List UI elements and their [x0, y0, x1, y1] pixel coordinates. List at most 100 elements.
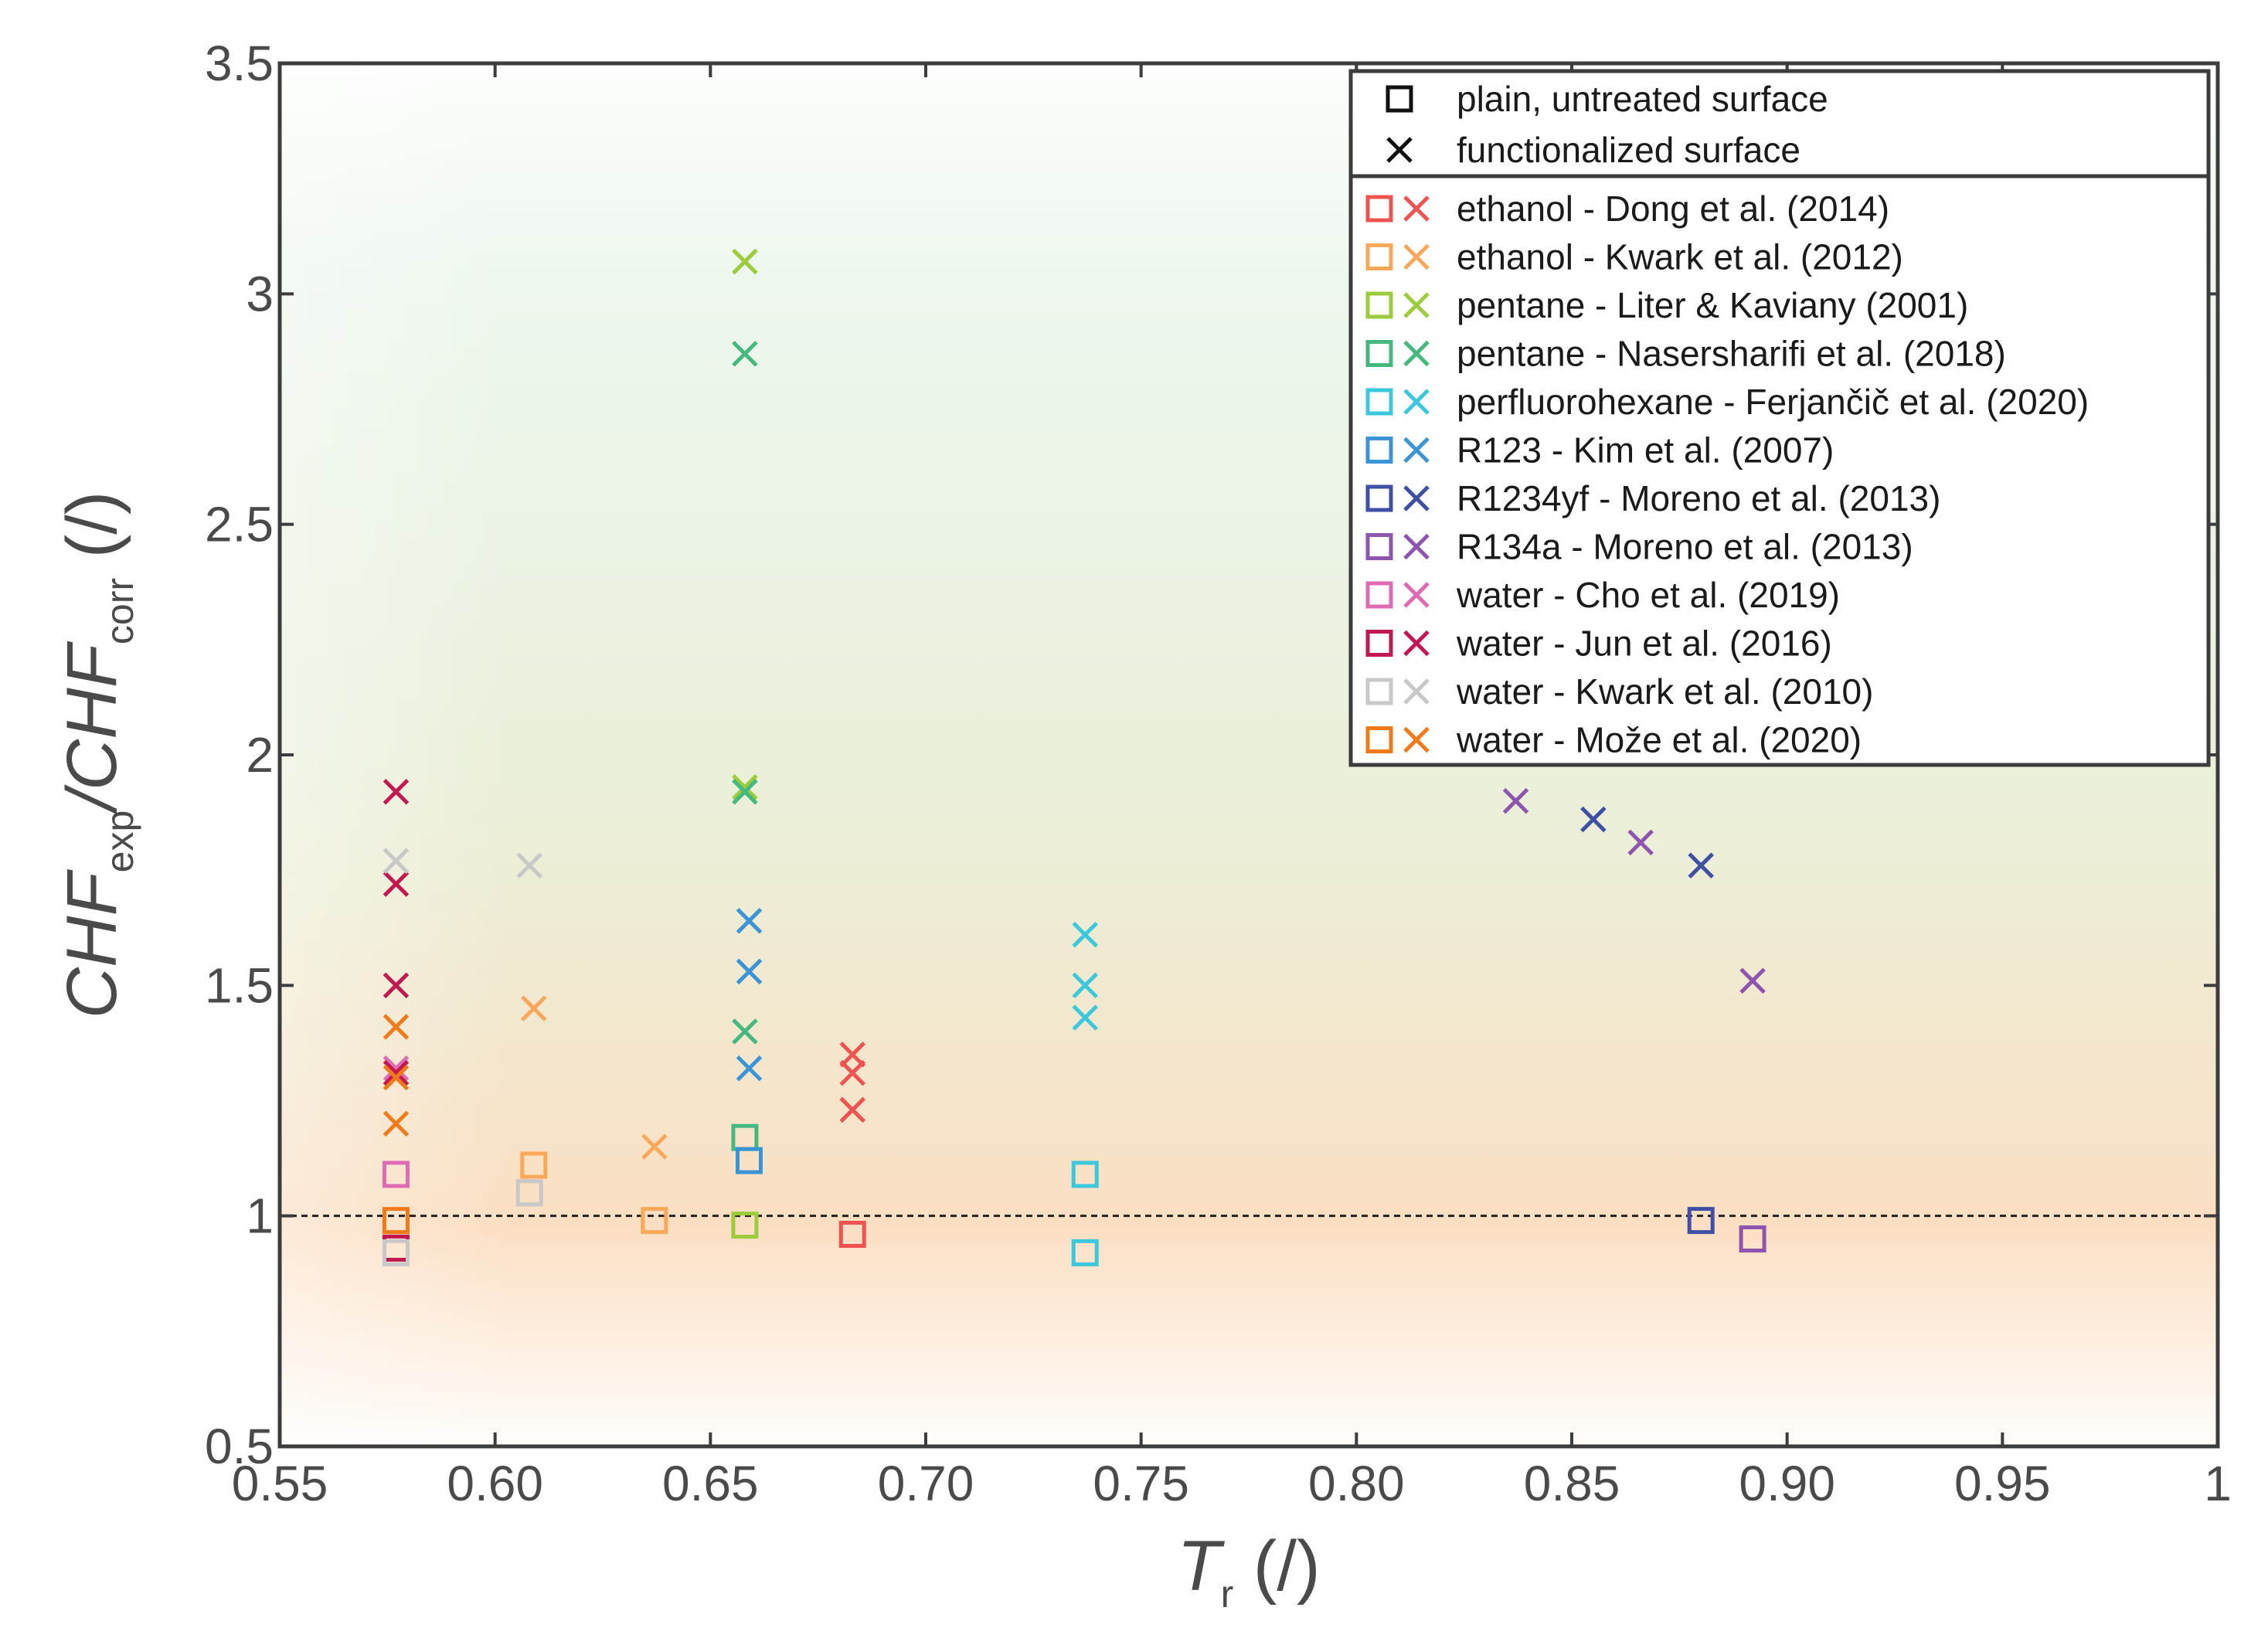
x-tick-label: 0.85	[1524, 1456, 1620, 1511]
legend-series-label: water - Cho et al. (2019)	[1456, 575, 1840, 615]
legend-series-label: ethanol - Dong et al. (2014)	[1457, 189, 1889, 229]
x-tick-label: 0.65	[662, 1456, 759, 1511]
x-tick-label: 0.75	[1093, 1456, 1189, 1511]
legend-series-list: ethanol - Dong et al. (2014) ethanol - Kw…	[1365, 189, 2089, 760]
functionalized-surface-point	[736, 908, 763, 934]
x-tick-label: 0.60	[447, 1456, 543, 1511]
plain-surface-point	[641, 1207, 668, 1235]
x-tick-label: 0.80	[1308, 1456, 1405, 1511]
legend-series-square-icon	[1365, 630, 1393, 657]
functionalized-surface-point	[732, 773, 758, 800]
legend-series-square-icon	[1365, 437, 1393, 464]
functionalized-surface-point	[383, 848, 410, 875]
y-tick-label: 0.5	[205, 1419, 274, 1474]
plain-surface-point	[731, 1212, 759, 1239]
legend: plain, untreated surface functionalized s…	[1348, 69, 2211, 767]
legend-series-x-icon	[1403, 582, 1430, 608]
legend-series-x-icon	[1403, 485, 1430, 511]
legend-series-x-icon	[1403, 292, 1430, 318]
functionalized-surface-point	[516, 852, 543, 878]
y-axis-ticks: 0.5 1 1.5 2 2.5 3 3.5	[205, 36, 2218, 1474]
x-tick-label: 0.95	[1954, 1456, 2051, 1511]
legend-series-label: water - Kwark et al. (2010)	[1456, 671, 1873, 712]
functionalized-surface-point	[732, 1018, 758, 1045]
functionalized-surface-point	[1072, 921, 1098, 948]
legend-series-label: ethanol - Kwark et al. (2012)	[1457, 237, 1903, 277]
legend-series-square-icon	[1365, 581, 1393, 609]
legend-series-square-icon	[1365, 340, 1393, 367]
functionalized-surface-point	[383, 778, 410, 805]
legend-series-label: pentane - Liter & Kaviany (2001)	[1457, 285, 1968, 325]
functionalized-surface-point	[521, 995, 547, 1021]
functionalized-surface-point	[732, 248, 758, 275]
functionalized-surface-point	[383, 1014, 410, 1040]
functionalized-surface-point	[641, 1133, 668, 1160]
functionalized-surface-point	[1072, 972, 1098, 999]
plot-frame	[277, 61, 2220, 1449]
legend-series-square-icon	[1365, 533, 1393, 560]
y-tick-label: 1.5	[205, 957, 274, 1013]
y-tick-label: 3.5	[205, 36, 274, 91]
functionalized-surface-point	[839, 1059, 866, 1086]
legend-series-x-icon	[1403, 340, 1430, 367]
functionalized-surface-point	[736, 958, 763, 985]
functionalized-surface-point	[1739, 967, 1766, 994]
legend-series-label: water - Može et al. (2020)	[1456, 720, 1862, 760]
legend-series-square-icon	[1365, 484, 1393, 512]
plain-surface-point	[520, 1151, 548, 1179]
plain-surface-point	[1071, 1239, 1099, 1266]
legend-x-icon	[1386, 137, 1413, 163]
legend-series-x-icon	[1403, 389, 1430, 415]
functionalized-surface-point	[1627, 829, 1654, 856]
x-tick-label: 0.90	[1739, 1456, 1835, 1511]
plain-surface-point	[1739, 1225, 1766, 1252]
plain-surface-point	[515, 1179, 543, 1207]
data-points	[382, 248, 1766, 1266]
legend-series-square-icon	[1365, 678, 1393, 705]
legend-series-label: pentane - Nasersharifi et al. (2018)	[1457, 334, 2006, 374]
x-axis-ticks: 0.55 0.60 0.65 0.70 0.75 0.80 0.85 0.90 0.95 1	[232, 63, 2232, 1511]
functionalized-surface-point	[736, 1055, 763, 1082]
legend-series-label: water - Jun et al. (2016)	[1456, 624, 1832, 664]
functionalized-surface-point	[1072, 1004, 1098, 1031]
functionalized-surface-point	[1502, 787, 1529, 814]
legend-series-square-icon	[1365, 726, 1393, 753]
x-tick-label: 0.55	[232, 1456, 328, 1511]
functionalized-surface-point	[383, 1110, 410, 1137]
legend-series-x-icon	[1403, 195, 1430, 222]
legend-series-x-icon	[1403, 678, 1430, 705]
plain-surface-point	[838, 1221, 866, 1249]
y-tick-label: 2.5	[205, 497, 274, 552]
x-tick-label: 0.70	[878, 1456, 974, 1511]
plain-surface-point	[1687, 1207, 1715, 1235]
legend-series-label: R134a - Moreno et al. (2013)	[1457, 527, 1913, 567]
legend-series-square-icon	[1365, 388, 1393, 416]
functionalized-surface-point	[1688, 852, 1714, 878]
legend-square-icon	[1386, 85, 1413, 113]
x-axis-label: Tr (/)	[1177, 1527, 1320, 1616]
y-axis-label: CHFexp/CHFcorr (/)	[53, 491, 141, 1019]
legend-series-square-icon	[1365, 243, 1393, 270]
functionalized-surface-point	[732, 341, 758, 367]
functionalized-surface-point	[1580, 806, 1607, 833]
functionalized-surface-point	[732, 778, 758, 805]
legend-marker-label: plain, untreated surface	[1457, 79, 1828, 119]
plain-surface-point	[735, 1147, 763, 1174]
functionalized-surface-point	[383, 871, 410, 897]
plain-surface-point	[382, 1207, 410, 1235]
functionalized-surface-point	[383, 972, 410, 999]
legend-marker-key: plain, untreated surface functionalized s…	[1386, 79, 1828, 170]
legend-marker-label: functionalized surface	[1457, 130, 1800, 170]
legend-series-label: perfluorohexane - Ferjančič et al. (2020…	[1457, 382, 2089, 422]
plain-surface-point	[1071, 1161, 1099, 1188]
legend-series-x-icon	[1403, 533, 1430, 560]
legend-series-square-icon	[1365, 195, 1393, 223]
legend-series-label: R123 - Kim et al. (2007)	[1457, 430, 1834, 471]
legend-series-square-icon	[1365, 291, 1393, 319]
legend-series-x-icon	[1403, 243, 1430, 270]
x-tick-label: 1	[2204, 1456, 2232, 1511]
legend-series-x-icon	[1403, 726, 1430, 753]
functionalized-surface-point	[383, 1059, 410, 1086]
functionalized-surface-point	[839, 1042, 866, 1068]
